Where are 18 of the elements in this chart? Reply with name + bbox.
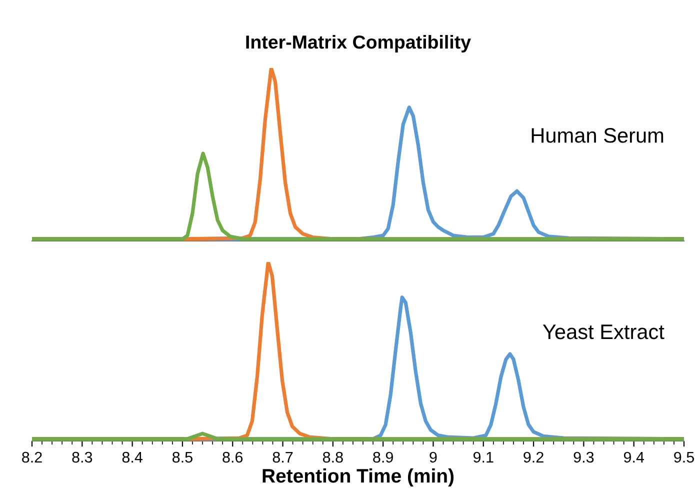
chart-title: Inter-Matrix Compatibility [246, 34, 471, 52]
x-tick-label: 9 [430, 452, 437, 463]
annotation: Yeast Extract [542, 324, 664, 340]
x-tick-label: 9.3 [574, 452, 594, 463]
x-tick-label: 9.5 [674, 452, 694, 463]
x-tick-label: 8.7 [272, 452, 293, 463]
x-tick-label: 8.9 [373, 452, 393, 463]
x-tick-label: 9.1 [473, 452, 494, 463]
x-tick-label: 8.3 [72, 452, 92, 463]
x-tick-label: 8.8 [322, 452, 343, 463]
x-axis-title: Retention Time (min) [262, 468, 454, 487]
x-tick-label: 8.4 [122, 452, 142, 463]
x-tick-label: 9.2 [524, 452, 544, 463]
x-tick-label: 8.2 [22, 452, 42, 463]
x-tick-label: 8.6 [222, 452, 243, 463]
x-tick-label: 9.4 [624, 452, 644, 463]
x-tick-label: 8.5 [172, 452, 192, 463]
annotation: Human Serum [532, 128, 664, 143]
